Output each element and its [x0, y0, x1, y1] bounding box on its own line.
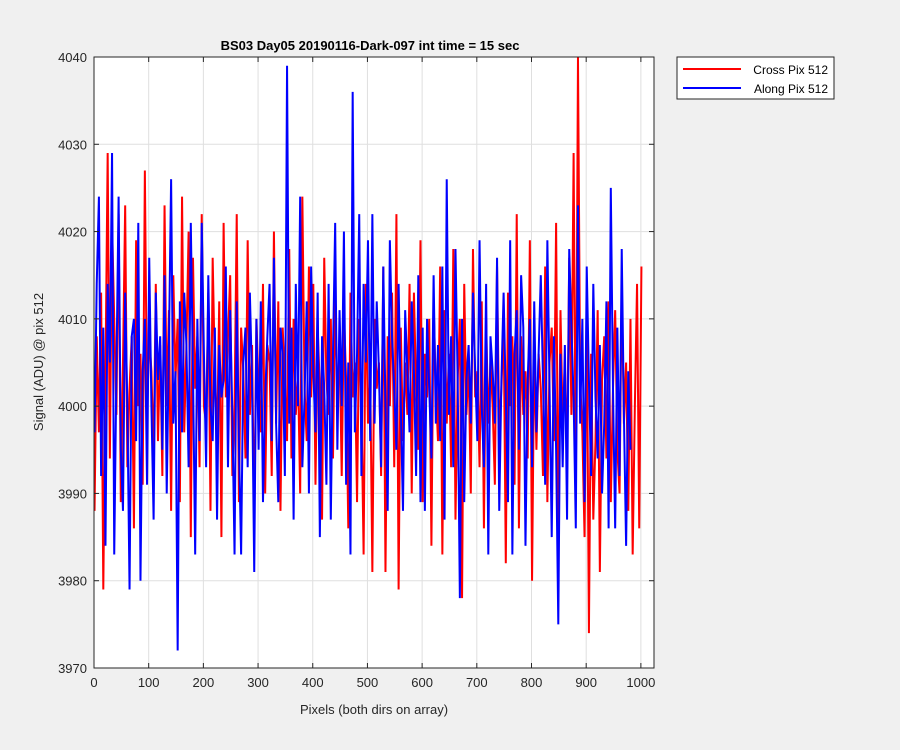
x-tick-label: 300	[247, 675, 269, 690]
x-tick-label: 700	[466, 675, 488, 690]
x-axis-label: Pixels (both dirs on array)	[300, 702, 448, 717]
y-axis-ticks: 3970 3980 3990 4000 4010 4020 4030 4040	[58, 50, 654, 676]
y-tick-label: 4030	[58, 137, 87, 152]
plot-frame	[93, 56, 655, 669]
series-line-along-pix-512	[94, 65, 632, 651]
x-tick-label: 900	[575, 675, 597, 690]
x-tick-label: 600	[411, 675, 433, 690]
y-tick-label: 3970	[58, 661, 87, 676]
legend: Cross Pix 512 Along Pix 512	[676, 56, 835, 100]
y-tick-label: 3990	[58, 486, 87, 501]
y-tick-label: 4040	[58, 50, 87, 65]
legend-box	[676, 56, 835, 100]
series-layer	[94, 57, 643, 651]
x-tick-label: 500	[357, 675, 379, 690]
legend-label-cross: Cross Pix 512	[753, 63, 828, 77]
y-tick-label: 3980	[58, 574, 87, 589]
chart-title: BS03 Day05 20190116-Dark-097 int time = …	[221, 38, 520, 53]
y-tick-label: 4010	[58, 312, 87, 327]
y-tick-label: 4000	[58, 399, 87, 414]
legend-label-along: Along Pix 512	[754, 82, 828, 96]
x-tick-label: 800	[521, 675, 543, 690]
x-tick-label: 0	[90, 675, 97, 690]
x-tick-label: 100	[138, 675, 160, 690]
series-line-cross-pix-512	[94, 57, 643, 634]
x-axis-ticks: 0 100 200 300 400 500 600 700 800 900 1000	[90, 57, 655, 690]
x-tick-label: 200	[193, 675, 215, 690]
y-tick-label: 4020	[58, 225, 87, 240]
x-tick-label: 1000	[626, 675, 655, 690]
y-axis-label: Signal (ADU) @ pix 512	[31, 293, 46, 431]
x-tick-label: 400	[302, 675, 324, 690]
